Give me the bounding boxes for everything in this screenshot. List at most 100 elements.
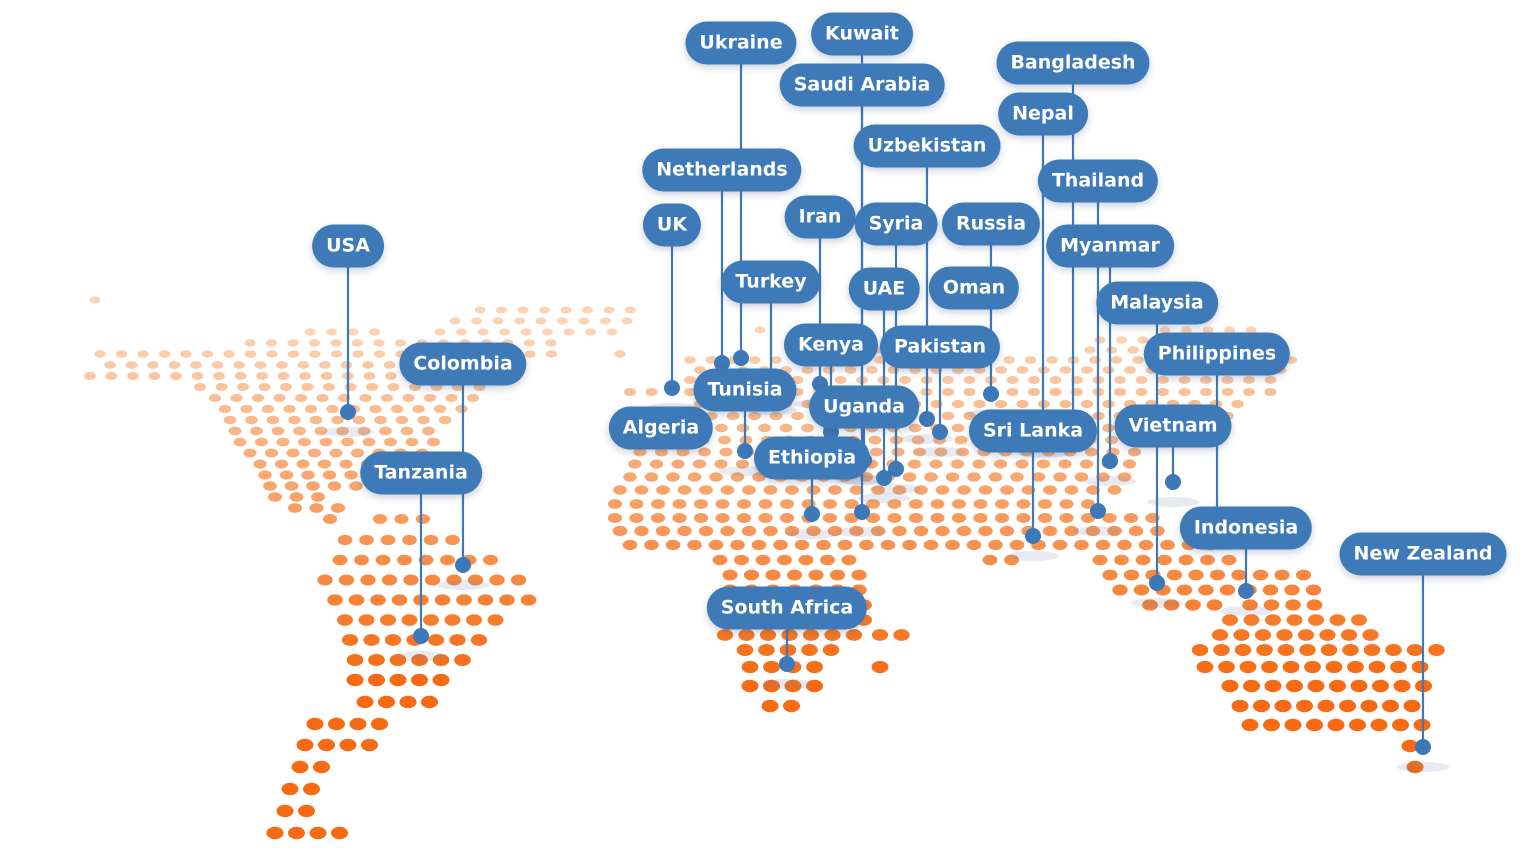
- map-dot: [649, 459, 664, 469]
- map-dot: [1221, 679, 1239, 693]
- label-turkey[interactable]: Turkey: [721, 260, 821, 304]
- map-dot: [950, 459, 965, 469]
- label-oman[interactable]: Oman: [928, 266, 1020, 310]
- map-dot: [1006, 387, 1019, 397]
- map-dot: [892, 485, 907, 495]
- label-vietnam[interactable]: Vietnam: [1114, 404, 1232, 448]
- map-dot: [1327, 718, 1345, 732]
- label-bangladesh[interactable]: Bangladesh: [996, 41, 1150, 85]
- ukraine-pin[interactable]: [733, 350, 749, 366]
- map-dot: [384, 437, 397, 447]
- uzbekistan-pin[interactable]: [919, 411, 935, 427]
- map-dot: [357, 426, 371, 436]
- ethiopia-pin[interactable]: [804, 506, 820, 522]
- map-dot: [1053, 472, 1067, 482]
- map-dot: [467, 574, 484, 586]
- label-tanzania[interactable]: Tanzania: [360, 451, 482, 495]
- map-dot: [1221, 554, 1237, 566]
- label-netherlands[interactable]: Netherlands: [642, 148, 802, 192]
- saudi-arabia-pin-shadow: [836, 527, 888, 537]
- map-dot: [951, 423, 965, 433]
- syria-pin[interactable]: [888, 461, 904, 477]
- map-dot: [720, 525, 735, 537]
- label-syria[interactable]: Syria: [854, 202, 938, 246]
- colombia-pin[interactable]: [455, 557, 471, 573]
- label-russia[interactable]: Russia: [941, 202, 1041, 246]
- map-dot: [363, 634, 380, 646]
- label-south-africa[interactable]: South Africa: [706, 586, 868, 630]
- indonesia-pin[interactable]: [1238, 583, 1254, 599]
- label-new-zealand[interactable]: New Zealand: [1339, 532, 1507, 576]
- map-dot: [1113, 387, 1127, 397]
- map-dot: [930, 513, 945, 523]
- label-ethiopia[interactable]: Ethiopia: [753, 436, 871, 480]
- map-dot: [1211, 629, 1229, 641]
- pakistan-pin[interactable]: [932, 424, 948, 440]
- label-philippines[interactable]: Philippines: [1143, 332, 1291, 376]
- map-dot: [389, 673, 407, 687]
- label-ukraine[interactable]: Ukraine: [685, 21, 797, 65]
- myanmar-pin[interactable]: [1102, 453, 1118, 469]
- label-indonesia[interactable]: Indonesia: [1179, 506, 1313, 550]
- map-dot: [1094, 336, 1106, 344]
- label-kuwait[interactable]: Kuwait: [811, 12, 913, 56]
- map-dot: [899, 376, 911, 384]
- map-dot: [1133, 584, 1150, 596]
- south-africa-pin[interactable]: [779, 656, 795, 672]
- map-dot: [785, 485, 799, 495]
- map-dot: [115, 350, 128, 358]
- map-dot: [499, 594, 515, 606]
- map-dot: [1157, 554, 1172, 566]
- tunisia-pin[interactable]: [737, 443, 753, 459]
- label-uk[interactable]: UK: [642, 203, 702, 247]
- new-zealand-pin[interactable]: [1415, 739, 1431, 755]
- map-dot: [629, 513, 644, 523]
- vietnam-pin[interactable]: [1165, 474, 1181, 490]
- map-dot: [645, 387, 658, 397]
- label-iran[interactable]: Iran: [784, 195, 856, 239]
- label-nepal[interactable]: Nepal: [998, 92, 1088, 136]
- label-thailand[interactable]: Thailand: [1037, 159, 1159, 203]
- label-tunisia[interactable]: Tunisia: [693, 368, 797, 412]
- ethiopia-pin-shadow: [786, 529, 838, 539]
- map-dot: [687, 539, 702, 551]
- label-sri-lanka[interactable]: Sri Lanka: [968, 409, 1098, 453]
- map-dot: [180, 350, 192, 358]
- netherlands-pin[interactable]: [714, 355, 730, 371]
- map-dot: [403, 574, 419, 586]
- label-usa[interactable]: USA: [312, 224, 384, 268]
- label-pakistan[interactable]: Pakistan: [879, 325, 1001, 369]
- label-kenya[interactable]: Kenya: [783, 323, 879, 367]
- sri-lanka-pin[interactable]: [1025, 528, 1041, 544]
- saudi-arabia-pin[interactable]: [854, 504, 870, 520]
- myanmar-pin-shadow: [1084, 476, 1136, 486]
- map-dot: [449, 317, 461, 325]
- uk-pin[interactable]: [664, 380, 680, 396]
- map-dot: [822, 513, 838, 523]
- label-uzbekistan[interactable]: Uzbekistan: [853, 124, 1001, 168]
- usa-pin[interactable]: [340, 404, 356, 420]
- label-saudi-arabia[interactable]: Saudi Arabia: [779, 63, 945, 107]
- malaysia-pin[interactable]: [1149, 575, 1165, 591]
- map-dot: [1107, 525, 1122, 537]
- label-myanmar[interactable]: Myanmar: [1046, 224, 1174, 268]
- thailand-pin[interactable]: [1090, 503, 1106, 519]
- russia-pin[interactable]: [983, 386, 999, 402]
- map-dot: [1252, 569, 1269, 581]
- label-uae[interactable]: UAE: [848, 267, 920, 311]
- tanzania-pin[interactable]: [413, 628, 429, 644]
- label-colombia[interactable]: Colombia: [399, 342, 527, 386]
- map-dot: [391, 594, 408, 606]
- uae-pin[interactable]: [876, 470, 892, 486]
- map-dot: [865, 513, 881, 523]
- label-uganda[interactable]: Uganda: [809, 385, 919, 429]
- map-dot: [1086, 485, 1100, 495]
- map-dot: [344, 470, 358, 480]
- label-algeria[interactable]: Algeria: [608, 406, 714, 450]
- label-malaysia[interactable]: Malaysia: [1096, 281, 1218, 325]
- map-dot: [844, 366, 857, 374]
- map-dot: [957, 485, 971, 495]
- map-dot: [245, 415, 258, 425]
- map-dot: [296, 459, 310, 469]
- map-dot: [845, 629, 863, 641]
